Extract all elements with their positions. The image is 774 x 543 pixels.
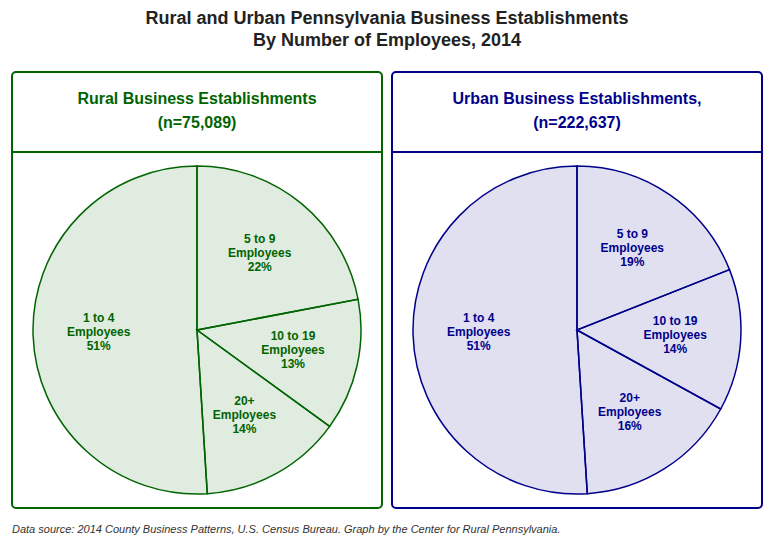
data-label-line: 10 to 19 [271, 330, 316, 344]
panel-header-divider [392, 151, 762, 153]
panel-border [12, 72, 382, 508]
data-label-line: 19% [620, 255, 644, 269]
data-label-line: Employees [447, 325, 511, 339]
panel-title: Urban Business Establishments, [453, 90, 702, 107]
data-label: 10 to 19Employees13% [261, 330, 325, 372]
data-label-line: Employees [644, 328, 708, 342]
data-label-line: Employees [598, 405, 662, 419]
data-label-line: 13% [281, 358, 305, 372]
pie: 5 to 9Employees22%10 to 19Employees13%20… [33, 166, 361, 494]
data-label-line: 51% [87, 339, 111, 353]
pie-slice [413, 166, 587, 494]
data-label-line: 1 to 4 [83, 311, 115, 325]
data-label: 5 to 9Employees19% [601, 227, 665, 269]
panel-subtitle: (n=75,089) [158, 114, 237, 131]
data-label: 10 to 19Employees14% [644, 314, 708, 356]
data-label-line: 51% [467, 339, 491, 353]
data-label-line: 5 to 9 [244, 232, 276, 246]
panel-border [392, 72, 762, 508]
pie-slice [197, 330, 330, 494]
pie-slice [577, 330, 721, 494]
data-label-line: 16% [618, 419, 642, 433]
panel: Urban Business Establishments, (n=222,637… [392, 72, 762, 508]
data-label-line: 22% [248, 260, 272, 274]
footnote: Data source: 2014 County Business Patter… [12, 523, 560, 535]
data-label-line: 20+ [620, 391, 640, 405]
data-label-line: 5 to 9 [617, 227, 649, 241]
pie-slice [33, 166, 207, 494]
data-label-line: 10 to 19 [653, 314, 698, 328]
data-label-line: Employees [601, 241, 665, 255]
title: Rural and Urban Pennsylvania Business Es… [145, 8, 628, 50]
data-label-line: Employees [228, 246, 292, 260]
panel: Rural Business Establishments (n=75,089) 5… [12, 72, 382, 508]
data-label-line: 14% [663, 342, 687, 356]
chart-root: Rural and Urban Pennsylvania Business Es… [0, 0, 774, 543]
data-label-line: Employees [261, 344, 325, 358]
data-label: 20+Employees14% [213, 394, 277, 436]
data-label-line: 14% [232, 422, 256, 436]
title-line: By Number of Employees, 2014 [253, 30, 521, 50]
data-label-line: Employees [213, 408, 277, 422]
data-label: 1 to 4Employees51% [447, 311, 511, 353]
data-label-line: 1 to 4 [463, 311, 495, 325]
title-line: Rural and Urban Pennsylvania Business Es… [145, 8, 628, 28]
data-label-line: 20+ [234, 394, 254, 408]
pie: 5 to 9Employees19%10 to 19Employees14%20… [413, 166, 741, 494]
data-label: 1 to 4Employees51% [67, 311, 131, 353]
panel-header-divider [12, 151, 382, 153]
data-label: 20+Employees16% [598, 391, 662, 433]
panel-subtitle: (n=222,637) [533, 114, 621, 131]
panel-title: Rural Business Establishments [77, 90, 316, 107]
data-label: 5 to 9Employees22% [228, 232, 292, 274]
data-label-line: Employees [67, 325, 131, 339]
